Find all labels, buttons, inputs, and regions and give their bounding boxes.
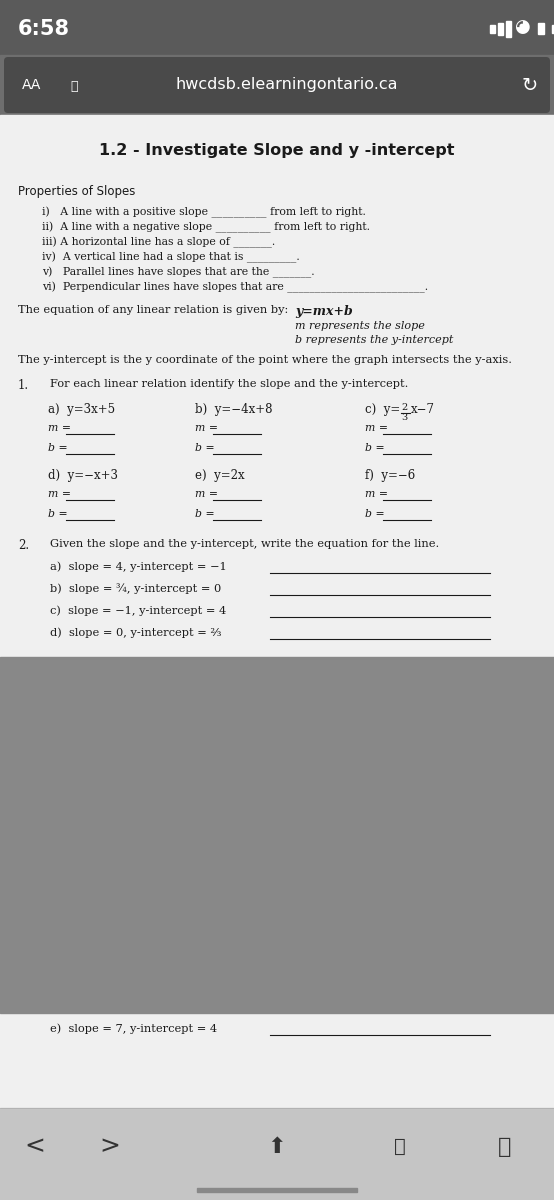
Text: a)  slope = 4, y-intercept = −1: a) slope = 4, y-intercept = −1 <box>50 560 227 571</box>
Text: 2: 2 <box>401 403 407 412</box>
Text: x−7: x−7 <box>411 403 435 416</box>
Bar <box>0 0 554 55</box>
Text: 1.2 - Investigate Slope and y -intercept: 1.2 - Investigate Slope and y -intercept <box>99 143 455 158</box>
Text: b)  y=−4x+8: b) y=−4x+8 <box>195 403 273 416</box>
Text: 2.: 2. <box>18 539 29 552</box>
Text: m =: m = <box>48 490 71 499</box>
Text: v)   Parallel lines have slopes that are the _______.: v) Parallel lines have slopes that are t… <box>42 266 315 278</box>
Text: hwcdsb.elearningontario.ca: hwcdsb.elearningontario.ca <box>176 78 398 92</box>
Text: c)  slope = −1, y-intercept = 4: c) slope = −1, y-intercept = 4 <box>50 605 226 616</box>
Bar <box>0 55 554 115</box>
Text: f)  y=−6: f) y=−6 <box>365 469 416 482</box>
Text: 3: 3 <box>401 413 407 422</box>
Text: m =: m = <box>365 490 388 499</box>
Text: b =: b = <box>195 509 214 518</box>
Text: m =: m = <box>365 422 388 433</box>
Text: Properties of Slopes: Properties of Slopes <box>18 185 135 198</box>
Text: Given the slope and the y-intercept, write the equation for the line.: Given the slope and the y-intercept, wri… <box>50 539 439 550</box>
Text: m =: m = <box>48 422 71 433</box>
Bar <box>552 24 554 32</box>
Text: d)  slope = 0, y-intercept = ⅔: d) slope = 0, y-intercept = ⅔ <box>50 626 222 637</box>
Text: >: > <box>100 1135 120 1159</box>
Text: 1.: 1. <box>18 379 29 392</box>
Text: e)  slope = 7, y-intercept = 4: e) slope = 7, y-intercept = 4 <box>50 1022 217 1033</box>
Text: 📖: 📖 <box>394 1138 406 1156</box>
Text: The equation of any linear relation is given by:: The equation of any linear relation is g… <box>18 305 288 314</box>
Text: iv)  A vertical line had a slope that is _________.: iv) A vertical line had a slope that is … <box>42 252 300 263</box>
Bar <box>490 24 495 32</box>
Text: 6:58: 6:58 <box>18 18 70 38</box>
Text: y=mx+b: y=mx+b <box>295 305 353 318</box>
Text: ii)  A line with a negative slope __________ from left to right.: ii) A line with a negative slope _______… <box>42 222 370 233</box>
Bar <box>0 115 554 1108</box>
Text: i)   A line with a positive slope __________ from left to right.: i) A line with a positive slope ________… <box>42 206 366 218</box>
Text: <: < <box>24 1135 45 1159</box>
FancyBboxPatch shape <box>4 56 550 113</box>
Text: m =: m = <box>195 490 218 499</box>
Text: ⬆: ⬆ <box>268 1136 286 1157</box>
Text: ⧉: ⧉ <box>498 1136 512 1157</box>
Text: ◕: ◕ <box>514 18 530 36</box>
Text: b =: b = <box>48 443 68 452</box>
Text: b =: b = <box>48 509 68 518</box>
Text: ●: ● <box>519 23 525 29</box>
Text: m =: m = <box>195 422 218 433</box>
Bar <box>498 23 503 35</box>
Bar <box>0 658 554 1013</box>
Bar <box>536 22 552 36</box>
Text: a)  y=3x+5: a) y=3x+5 <box>48 403 115 416</box>
Bar <box>0 1108 554 1200</box>
Text: m represents the slope: m represents the slope <box>295 320 425 331</box>
Text: iii) A horizontal line has a slope of _______.: iii) A horizontal line has a slope of __… <box>42 236 275 248</box>
Bar <box>197 1188 357 1192</box>
Text: b =: b = <box>365 509 384 518</box>
Bar <box>537 23 543 34</box>
Text: b =: b = <box>195 443 214 452</box>
Text: b)  slope = ¾, y-intercept = 0: b) slope = ¾, y-intercept = 0 <box>50 583 221 594</box>
Text: b =: b = <box>365 443 384 452</box>
Text: ↻: ↻ <box>522 76 538 95</box>
Text: d)  y=−x+3: d) y=−x+3 <box>48 469 118 482</box>
Text: b represents the y-intercept: b represents the y-intercept <box>295 335 453 346</box>
Bar <box>506 20 511 36</box>
Text: 🔒: 🔒 <box>70 79 78 92</box>
Text: AA: AA <box>22 78 42 92</box>
Text: e)  y=2x: e) y=2x <box>195 469 245 482</box>
Text: For each linear relation identify the slope and the y-intercept.: For each linear relation identify the sl… <box>50 379 408 389</box>
Text: The y-intercept is the y coordinate of the point where the graph intersects the : The y-intercept is the y coordinate of t… <box>18 355 512 365</box>
Text: c)  y=: c) y= <box>365 403 400 416</box>
Text: vi)  Perpendicular lines have slopes that are _________________________.: vi) Perpendicular lines have slopes that… <box>42 282 428 293</box>
